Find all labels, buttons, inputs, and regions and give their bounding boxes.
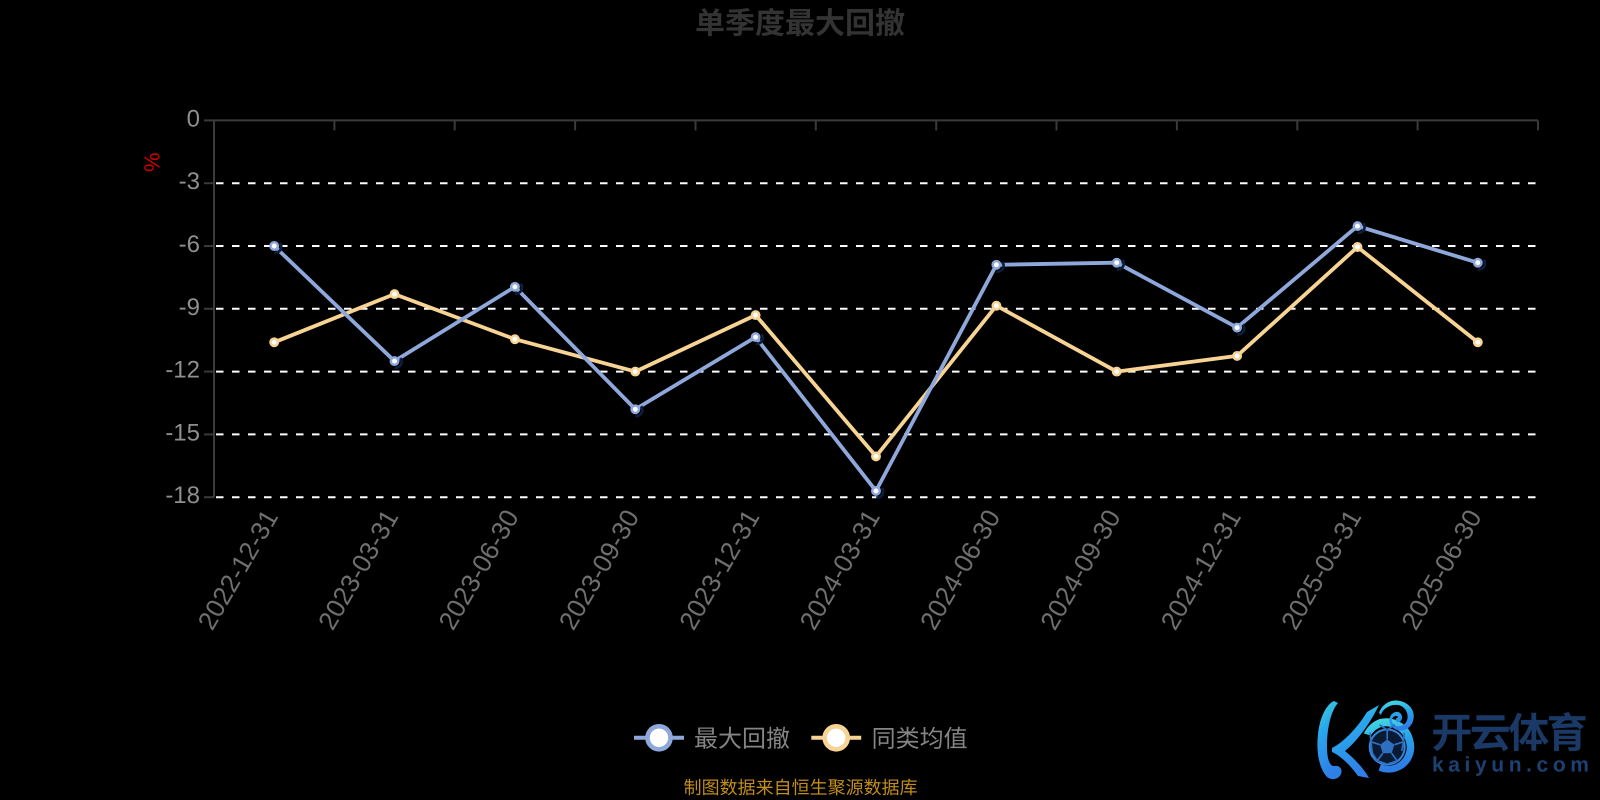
svg-text:-9: -9	[179, 294, 200, 321]
svg-text:-18: -18	[165, 482, 200, 509]
svg-text:kaiyun.com: kaiyun.com	[1432, 754, 1594, 777]
svg-text:-3: -3	[179, 168, 200, 195]
svg-text:-15: -15	[165, 419, 200, 446]
svg-text:-12: -12	[165, 357, 200, 384]
svg-text:0: 0	[187, 105, 200, 132]
svg-text:%: %	[140, 152, 165, 172]
svg-text:-6: -6	[179, 231, 200, 258]
